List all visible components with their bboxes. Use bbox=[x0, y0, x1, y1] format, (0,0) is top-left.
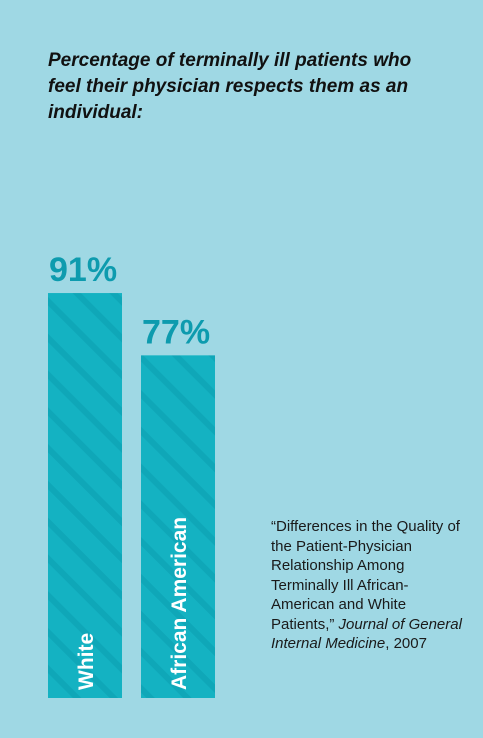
bar-white bbox=[48, 293, 122, 698]
category-label: White bbox=[75, 633, 98, 690]
source-text: “Differences in the Quality of the Patie… bbox=[271, 518, 460, 633]
source-year: , 2007 bbox=[385, 635, 427, 652]
bar-african-american bbox=[141, 355, 215, 698]
category-label: African American bbox=[168, 517, 191, 690]
chart-title: Percentage of terminally ill patients wh… bbox=[48, 50, 412, 123]
source-citation: “Differences in the Quality of the Patie… bbox=[271, 517, 471, 654]
value-label: 77% bbox=[142, 313, 210, 351]
source-journal: Journal of General Internal Medicine bbox=[271, 615, 462, 653]
value-label: 91% bbox=[49, 251, 117, 289]
